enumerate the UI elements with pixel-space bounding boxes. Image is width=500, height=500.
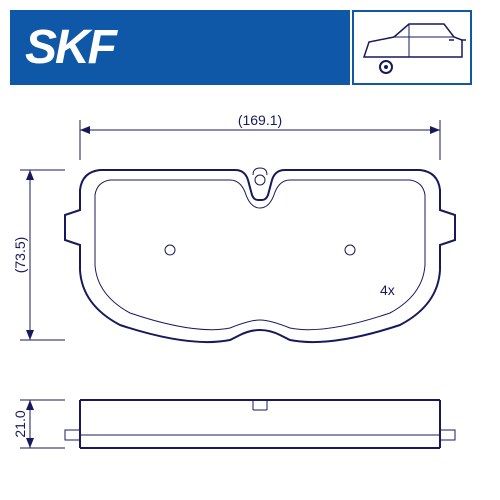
brand-logo-box: SKF: [10, 10, 350, 85]
quantity-label: 4x: [380, 282, 395, 298]
width-dimension: (169.1): [238, 112, 282, 128]
mounting-hole-right: [345, 245, 355, 255]
position-indicator-box: [352, 10, 472, 85]
brake-pad-outline: [65, 170, 455, 342]
brand-logo-text: SKF: [25, 20, 115, 75]
technical-diagram: (169.1) (73.5) 4x: [10, 100, 490, 490]
car-position-icon: [354, 12, 470, 83]
mounting-hole-left: [165, 245, 175, 255]
thickness-dimension: 21.0: [12, 410, 28, 437]
header-bar: SKF: [10, 10, 490, 85]
height-dimension: (73.5): [12, 237, 28, 274]
